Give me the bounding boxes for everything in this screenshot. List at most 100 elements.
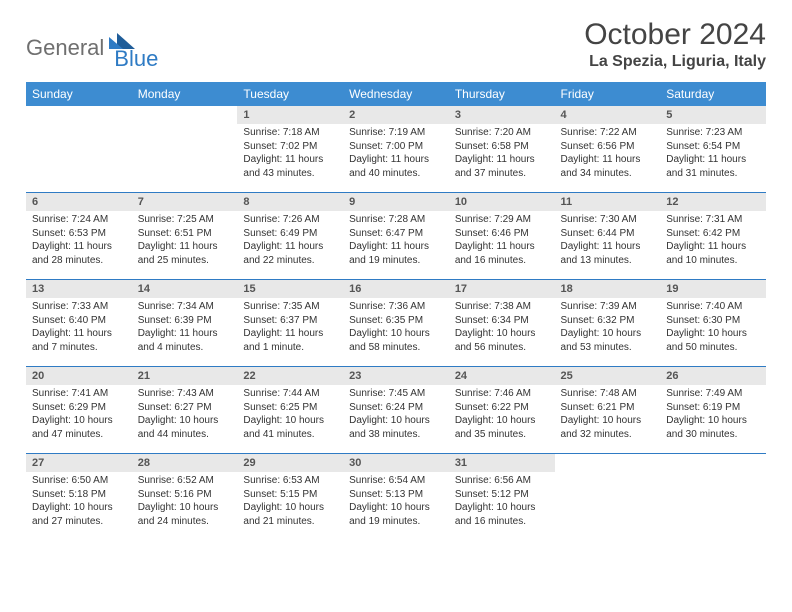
day-details: Sunrise: 7:43 AMSunset: 6:27 PMDaylight:… — [132, 385, 238, 445]
calendar-day-cell: 21Sunrise: 7:43 AMSunset: 6:27 PMDayligh… — [132, 367, 238, 454]
dow-row: Sunday Monday Tuesday Wednesday Thursday… — [26, 82, 766, 106]
calendar-day-cell: 1Sunrise: 7:18 AMSunset: 7:02 PMDaylight… — [237, 106, 343, 193]
dow-header: Tuesday — [237, 82, 343, 106]
day-number: 22 — [237, 367, 343, 385]
day-number: 13 — [26, 280, 132, 298]
day-details: Sunrise: 7:31 AMSunset: 6:42 PMDaylight:… — [660, 211, 766, 271]
calendar-day-cell: 28Sunrise: 6:52 AMSunset: 5:16 PMDayligh… — [132, 454, 238, 541]
day-details: Sunrise: 7:33 AMSunset: 6:40 PMDaylight:… — [26, 298, 132, 358]
day-number: 14 — [132, 280, 238, 298]
calendar-day-cell: 15Sunrise: 7:35 AMSunset: 6:37 PMDayligh… — [237, 280, 343, 367]
day-number: 23 — [343, 367, 449, 385]
dow-header: Wednesday — [343, 82, 449, 106]
calendar-empty-cell — [26, 106, 132, 193]
day-details: Sunrise: 7:39 AMSunset: 6:32 PMDaylight:… — [555, 298, 661, 358]
calendar-day-cell: 5Sunrise: 7:23 AMSunset: 6:54 PMDaylight… — [660, 106, 766, 193]
day-details: Sunrise: 7:18 AMSunset: 7:02 PMDaylight:… — [237, 124, 343, 184]
day-number: 18 — [555, 280, 661, 298]
calendar-day-cell: 7Sunrise: 7:25 AMSunset: 6:51 PMDaylight… — [132, 193, 238, 280]
page-title: October 2024 — [584, 18, 766, 51]
calendar-table: Sunday Monday Tuesday Wednesday Thursday… — [26, 82, 766, 540]
day-number: 19 — [660, 280, 766, 298]
calendar-day-cell: 14Sunrise: 7:34 AMSunset: 6:39 PMDayligh… — [132, 280, 238, 367]
calendar-empty-cell — [132, 106, 238, 193]
day-details: Sunrise: 7:22 AMSunset: 6:56 PMDaylight:… — [555, 124, 661, 184]
day-details: Sunrise: 7:40 AMSunset: 6:30 PMDaylight:… — [660, 298, 766, 358]
calendar-day-cell: 6Sunrise: 7:24 AMSunset: 6:53 PMDaylight… — [26, 193, 132, 280]
dow-header: Monday — [132, 82, 238, 106]
calendar-day-cell: 8Sunrise: 7:26 AMSunset: 6:49 PMDaylight… — [237, 193, 343, 280]
day-number: 8 — [237, 193, 343, 211]
calendar-day-cell: 9Sunrise: 7:28 AMSunset: 6:47 PMDaylight… — [343, 193, 449, 280]
day-number: 29 — [237, 454, 343, 472]
day-number: 26 — [660, 367, 766, 385]
calendar-day-cell: 13Sunrise: 7:33 AMSunset: 6:40 PMDayligh… — [26, 280, 132, 367]
day-details: Sunrise: 7:28 AMSunset: 6:47 PMDaylight:… — [343, 211, 449, 271]
calendar-day-cell: 2Sunrise: 7:19 AMSunset: 7:00 PMDaylight… — [343, 106, 449, 193]
day-number: 31 — [449, 454, 555, 472]
day-details: Sunrise: 6:56 AMSunset: 5:12 PMDaylight:… — [449, 472, 555, 532]
day-details: Sunrise: 7:29 AMSunset: 6:46 PMDaylight:… — [449, 211, 555, 271]
day-details: Sunrise: 7:38 AMSunset: 6:34 PMDaylight:… — [449, 298, 555, 358]
dow-header: Thursday — [449, 82, 555, 106]
day-number: 28 — [132, 454, 238, 472]
day-number: 5 — [660, 106, 766, 124]
day-number: 6 — [26, 193, 132, 211]
day-details: Sunrise: 7:36 AMSunset: 6:35 PMDaylight:… — [343, 298, 449, 358]
calendar-day-cell: 27Sunrise: 6:50 AMSunset: 5:18 PMDayligh… — [26, 454, 132, 541]
day-details: Sunrise: 7:41 AMSunset: 6:29 PMDaylight:… — [26, 385, 132, 445]
page-subtitle: La Spezia, Liguria, Italy — [584, 53, 766, 71]
day-details: Sunrise: 7:19 AMSunset: 7:00 PMDaylight:… — [343, 124, 449, 184]
day-number: 10 — [449, 193, 555, 211]
day-details: Sunrise: 7:34 AMSunset: 6:39 PMDaylight:… — [132, 298, 238, 358]
day-details: Sunrise: 6:50 AMSunset: 5:18 PMDaylight:… — [26, 472, 132, 532]
day-number: 30 — [343, 454, 449, 472]
day-details: Sunrise: 7:30 AMSunset: 6:44 PMDaylight:… — [555, 211, 661, 271]
calendar-empty-cell — [660, 454, 766, 541]
day-number: 3 — [449, 106, 555, 124]
calendar-empty-cell — [555, 454, 661, 541]
day-number: 2 — [343, 106, 449, 124]
day-number: 21 — [132, 367, 238, 385]
calendar-day-cell: 31Sunrise: 6:56 AMSunset: 5:12 PMDayligh… — [449, 454, 555, 541]
calendar-day-cell: 19Sunrise: 7:40 AMSunset: 6:30 PMDayligh… — [660, 280, 766, 367]
calendar-day-cell: 18Sunrise: 7:39 AMSunset: 6:32 PMDayligh… — [555, 280, 661, 367]
calendar-day-cell: 3Sunrise: 7:20 AMSunset: 6:58 PMDaylight… — [449, 106, 555, 193]
calendar-week-row: 27Sunrise: 6:50 AMSunset: 5:18 PMDayligh… — [26, 454, 766, 541]
day-details: Sunrise: 7:23 AMSunset: 6:54 PMDaylight:… — [660, 124, 766, 184]
calendar-week-row: 20Sunrise: 7:41 AMSunset: 6:29 PMDayligh… — [26, 367, 766, 454]
calendar-week-row: 6Sunrise: 7:24 AMSunset: 6:53 PMDaylight… — [26, 193, 766, 280]
calendar-day-cell: 23Sunrise: 7:45 AMSunset: 6:24 PMDayligh… — [343, 367, 449, 454]
day-details: Sunrise: 7:35 AMSunset: 6:37 PMDaylight:… — [237, 298, 343, 358]
dow-header: Saturday — [660, 82, 766, 106]
brand-triangles-icon — [109, 33, 135, 53]
title-block: October 2024 La Spezia, Liguria, Italy — [584, 18, 766, 71]
day-number: 15 — [237, 280, 343, 298]
day-number: 4 — [555, 106, 661, 124]
page-header: General Blue October 2024 La Spezia, Lig… — [26, 18, 766, 72]
day-number: 16 — [343, 280, 449, 298]
brand-text-general: General — [26, 35, 104, 61]
calendar-day-cell: 26Sunrise: 7:49 AMSunset: 6:19 PMDayligh… — [660, 367, 766, 454]
day-number: 27 — [26, 454, 132, 472]
calendar-day-cell: 17Sunrise: 7:38 AMSunset: 6:34 PMDayligh… — [449, 280, 555, 367]
day-details: Sunrise: 6:53 AMSunset: 5:15 PMDaylight:… — [237, 472, 343, 532]
day-details: Sunrise: 7:20 AMSunset: 6:58 PMDaylight:… — [449, 124, 555, 184]
day-number: 24 — [449, 367, 555, 385]
day-number: 20 — [26, 367, 132, 385]
day-number: 12 — [660, 193, 766, 211]
calendar-day-cell: 25Sunrise: 7:48 AMSunset: 6:21 PMDayligh… — [555, 367, 661, 454]
calendar-day-cell: 10Sunrise: 7:29 AMSunset: 6:46 PMDayligh… — [449, 193, 555, 280]
day-details: Sunrise: 7:48 AMSunset: 6:21 PMDaylight:… — [555, 385, 661, 445]
dow-header: Friday — [555, 82, 661, 106]
day-details: Sunrise: 6:54 AMSunset: 5:13 PMDaylight:… — [343, 472, 449, 532]
calendar-day-cell: 20Sunrise: 7:41 AMSunset: 6:29 PMDayligh… — [26, 367, 132, 454]
calendar-body: 1Sunrise: 7:18 AMSunset: 7:02 PMDaylight… — [26, 106, 766, 540]
day-number: 11 — [555, 193, 661, 211]
day-details: Sunrise: 7:25 AMSunset: 6:51 PMDaylight:… — [132, 211, 238, 271]
calendar-day-cell: 16Sunrise: 7:36 AMSunset: 6:35 PMDayligh… — [343, 280, 449, 367]
day-details: Sunrise: 7:26 AMSunset: 6:49 PMDaylight:… — [237, 211, 343, 271]
day-details: Sunrise: 7:45 AMSunset: 6:24 PMDaylight:… — [343, 385, 449, 445]
brand-logo: General Blue — [26, 18, 158, 72]
calendar-day-cell: 30Sunrise: 6:54 AMSunset: 5:13 PMDayligh… — [343, 454, 449, 541]
